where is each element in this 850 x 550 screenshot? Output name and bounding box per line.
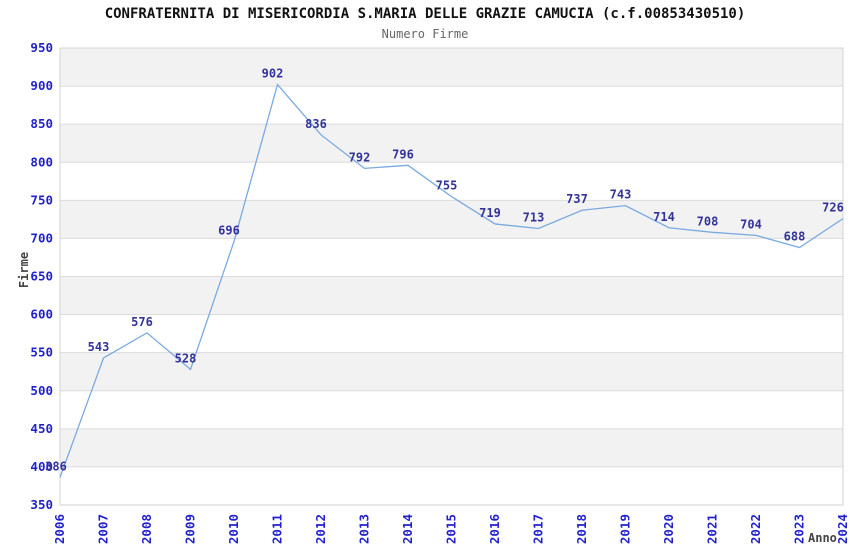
y-tick-label: 900 [30,78,53,93]
data-point-label: 708 [697,214,719,228]
y-tick-label: 750 [30,192,53,207]
data-point-label: 755 [436,179,458,193]
y-tick-label: 450 [30,421,53,436]
x-tick-label: 2012 [313,514,328,544]
x-tick-label: 2017 [531,514,546,544]
x-axis-title: Anno [808,531,837,545]
x-tick-label: 2007 [96,514,111,544]
data-point-label: 714 [653,210,675,224]
data-point-label: 792 [349,150,371,164]
x-tick-label: 2018 [574,514,589,544]
x-tick-label: 2019 [618,514,633,544]
y-tick-label: 500 [30,383,53,398]
x-tick-label: 2022 [748,514,763,544]
x-tick-label: 2024 [835,514,850,544]
y-tick-label: 350 [30,497,53,512]
x-tick-label: 2014 [400,514,415,544]
plot-band [60,276,843,315]
plot-band [60,390,843,429]
y-tick-label: 650 [30,269,53,284]
plot-band [60,428,843,467]
plot-band [60,314,843,353]
data-point-label: 737 [566,192,588,206]
x-tick-label: 2011 [270,514,285,544]
data-point-label: 576 [131,315,153,329]
x-tick-label: 2008 [139,514,154,544]
chart-title: CONFRATERNITA DI MISERICORDIA S.MARIA DE… [104,6,746,22]
y-tick-label: 550 [30,345,53,360]
chart-subtitle: Numero Firme [381,27,469,41]
plot-border [59,47,844,506]
x-tick-label: 2013 [357,514,372,544]
y-tick-label: 950 [30,40,53,55]
y-tick-label: 700 [30,230,53,245]
plot-band [60,48,843,87]
data-line [59,83,844,478]
data-point-label: 743 [610,188,632,202]
plot-band [60,162,843,201]
x-tick-label: 2021 [705,514,720,544]
x-tick-label: 2015 [444,514,459,544]
x-tick-label: 2020 [661,514,676,544]
y-axis-title: Firme [17,251,32,289]
x-tick-label: 2016 [487,514,502,544]
data-point-label: 528 [175,351,197,365]
y-tick-label: 850 [30,116,53,131]
data-point-label: 688 [784,230,806,244]
plot-band [60,352,843,391]
data-point-label: 902 [262,67,284,81]
plot-band [60,466,843,505]
data-point-label: 704 [740,217,762,231]
y-tick-label: 800 [30,154,53,169]
data-point-label: 796 [392,147,414,161]
plot-band [60,124,843,163]
plot-band [60,86,843,125]
x-tick-label: 2023 [792,514,807,544]
plot-band [60,238,843,277]
data-point-label: 836 [305,117,327,131]
x-tick-label: 2010 [226,514,241,544]
data-point-label: 386 [45,460,67,474]
data-point-label: 719 [479,206,501,220]
data-point-label: 543 [88,340,110,354]
x-tick-label: 2009 [183,514,198,544]
x-tick-label: 2006 [52,514,67,544]
data-point-label: 696 [218,223,240,237]
y-tick-label: 600 [30,307,53,322]
data-point-label: 713 [523,211,545,225]
data-point-label: 726 [822,201,844,215]
y-tick-label: 400 [30,459,53,474]
